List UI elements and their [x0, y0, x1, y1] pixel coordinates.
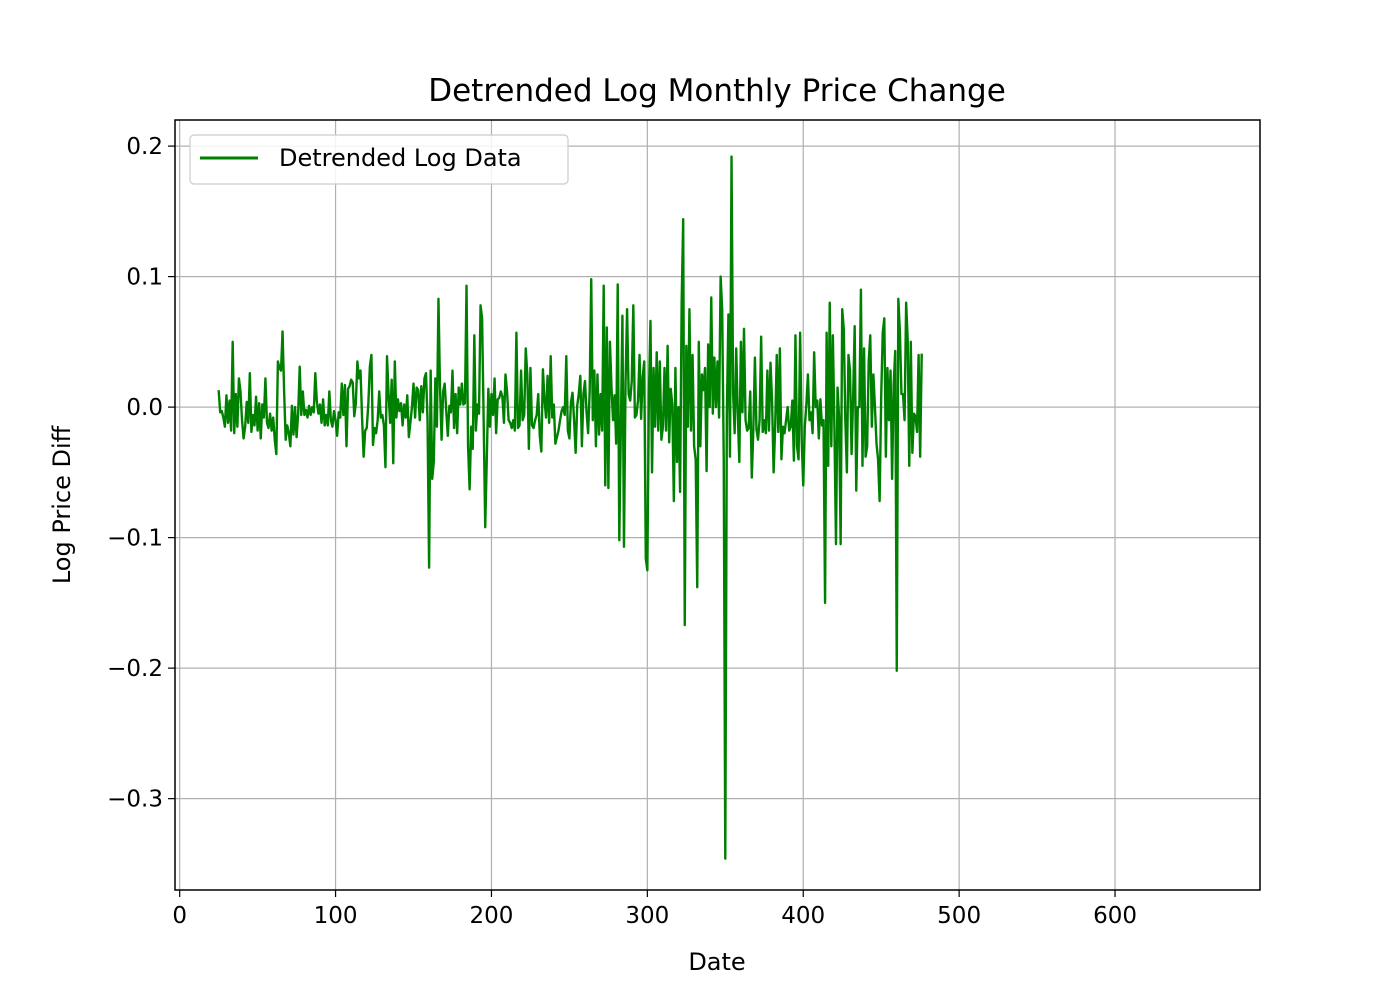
- plot-frame: [174, 119, 1261, 891]
- ticks: 0 100 200 300 400 500 600 −0.3 −0.2 −0.1 0.0 0.1 0.2: [107, 134, 1137, 929]
- y-tick-label: −0.1: [107, 526, 163, 552]
- y-tick-label: 0.1: [126, 265, 163, 291]
- y-tick-label: 0.2: [126, 134, 163, 160]
- x-tick-label: 200: [470, 903, 514, 929]
- x-tick-label: 0: [172, 903, 187, 929]
- series-line-detrended-log-data: [217, 155, 923, 860]
- x-tick-label: 600: [1093, 903, 1137, 929]
- legend: Detrended Log Data: [189, 134, 569, 185]
- legend-box: [189, 134, 569, 185]
- chart-title: Detrended Log Monthly Price Change: [428, 73, 1006, 109]
- y-tick-label: −0.2: [107, 656, 163, 682]
- plot-area: [217, 155, 923, 860]
- x-tick-label: 400: [781, 903, 825, 929]
- legend-label: Detrended Log Data: [279, 144, 522, 172]
- x-axis-label: Date: [688, 948, 745, 976]
- x-tick-label: 500: [937, 903, 981, 929]
- y-tick-label: −0.3: [107, 787, 163, 813]
- x-tick-label: 100: [314, 903, 358, 929]
- y-tick-label: 0.0: [126, 395, 163, 421]
- x-tick-label: 300: [625, 903, 669, 929]
- y-axis-label: Log Price Diff: [48, 425, 76, 584]
- grid: [175, 120, 1260, 890]
